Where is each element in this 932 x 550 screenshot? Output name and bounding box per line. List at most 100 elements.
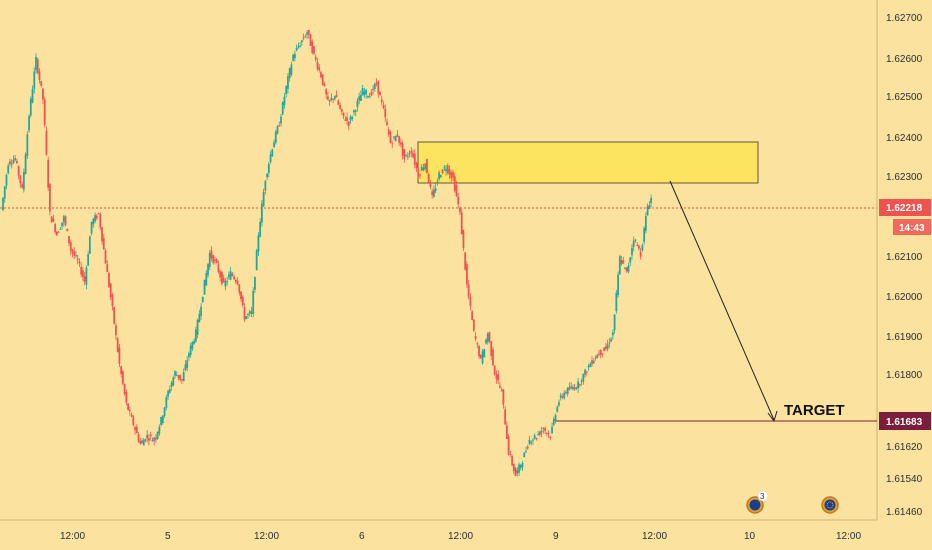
candle [165,397,168,408]
candle [605,346,607,349]
candle [252,290,255,314]
candle [650,197,652,204]
price-tick: 1.61460 [886,507,923,518]
candle [448,168,451,175]
candle [339,105,341,109]
candle [639,251,642,257]
candle [128,410,131,412]
candle [188,353,190,358]
candle [631,247,633,256]
candle [240,291,242,300]
candle [632,240,635,247]
candle [634,239,637,241]
candle [386,121,388,126]
candle [55,231,58,235]
candle [95,215,98,219]
candle [52,218,55,222]
candle [45,130,48,155]
candle [269,154,272,163]
candle [582,373,585,382]
candle [212,255,215,264]
candle [420,166,423,171]
candle [598,353,600,355]
candle [160,416,163,425]
candle [142,440,145,446]
candle [361,88,364,96]
candle [433,189,435,197]
candle [401,143,404,156]
candle [408,153,411,155]
time-axis[interactable]: 12:00 5 12:00 6 12:00 9 12:00 10 12:00 [60,531,861,542]
candle [170,382,173,387]
candle [297,46,300,48]
candle [181,378,183,381]
candle [608,342,611,344]
candle [578,384,581,386]
candle [453,176,456,191]
candle [12,159,15,164]
candle [464,252,467,270]
target-label: TARGET [784,402,845,419]
candle [526,446,529,449]
candle [497,374,500,381]
candle [148,438,150,441]
candle [554,414,557,421]
candle [7,165,10,174]
price-axis[interactable]: 1.62700 1.62600 1.62500 1.62400 1.62300 … [886,13,923,518]
candle [61,222,63,227]
candle [584,369,586,375]
candle [16,160,18,163]
candle [201,296,204,303]
candle [120,366,123,374]
candle [163,407,166,416]
candle [167,391,169,397]
candle [429,182,432,187]
candle [629,257,632,263]
candle [231,273,234,276]
candle [596,354,599,359]
time-tick: 5 [165,531,171,542]
candle [360,95,362,102]
candle [495,374,498,380]
candle [471,311,474,320]
candle [450,172,453,179]
event-flag-australia-icon[interactable]: 3 [746,490,769,514]
candle [474,336,477,340]
candle [403,149,406,159]
candle [323,83,326,86]
candle [288,68,291,79]
candle [113,306,116,324]
candle [492,349,494,366]
candle [446,165,449,173]
candle [29,98,32,116]
candle [210,250,213,259]
candle [132,416,135,426]
event-flag-eu-icon[interactable] [821,496,839,514]
candle [245,316,248,319]
candle [332,98,335,100]
candle [599,349,602,355]
candle [368,96,371,98]
candle [530,442,533,444]
candle [139,440,142,444]
candle [415,163,418,169]
candle [80,266,83,275]
projection-arrow [669,180,775,421]
candle [311,41,314,53]
candle [208,253,211,267]
candle [523,452,526,458]
current-price-badge [879,199,931,216]
candle [36,59,39,73]
candle [330,97,333,100]
candle [452,172,454,178]
candle [287,76,289,89]
candle [174,371,176,376]
candle [337,100,340,105]
countdown-value: 14:43 [899,223,925,234]
price-tick: 1.62600 [886,54,923,65]
candle [309,34,312,46]
candle [379,91,381,96]
candle [316,62,319,69]
candle [194,329,197,342]
